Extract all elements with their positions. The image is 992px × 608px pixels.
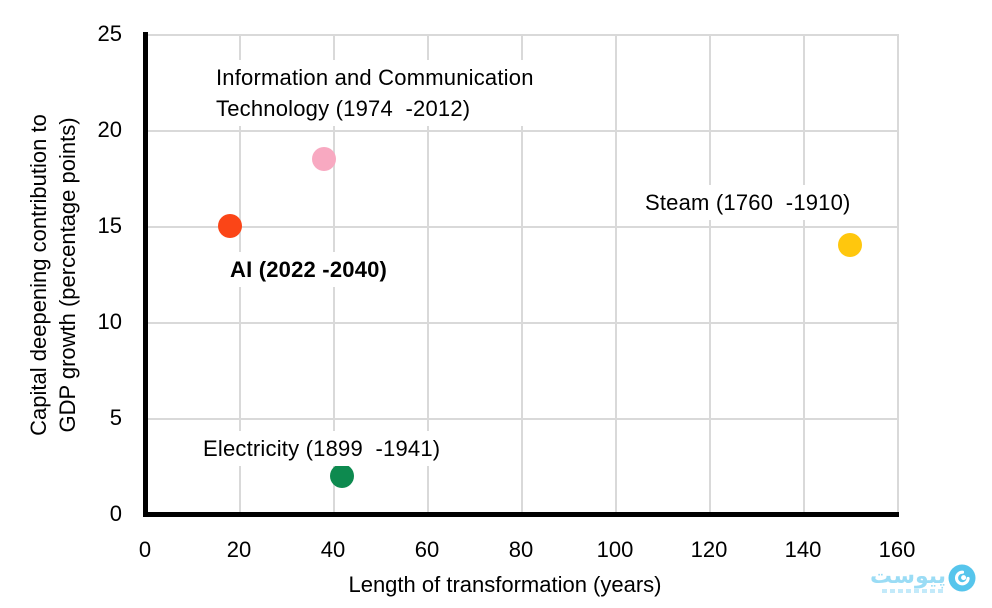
y-tick-label-0: 0 [109,501,122,526]
point-electricity [330,463,355,488]
y-tick-label-25: 25 [97,21,122,46]
y-tick-label-15: 15 [97,213,122,238]
y-tick-label-5: 5 [109,405,122,430]
point-ict [311,146,336,171]
label-steam: Steam (1760 -1910) [639,185,857,220]
x-tick-label-20: 20 [226,537,252,562]
y-axis-title: Capital deepening contribution to GDP gr… [24,55,82,495]
y-axis-title-line1: Capital deepening contribution to [26,114,51,436]
x-tick-label-160: 160 [878,537,916,562]
watermark-text: پیوست [870,563,946,588]
label-ict: Information and Communication Technology… [210,60,540,126]
label-electricity: Electricity (1899 -1941) [197,431,447,466]
watermark-tagline [882,589,945,593]
y-tick-label-20: 20 [97,117,122,142]
x-tick-label-0: 0 [138,537,152,562]
label-ai: AI (2022 -2040) [224,252,394,287]
x-tick-label-60: 60 [414,537,440,562]
peivast-swirl-icon [948,564,976,592]
x-axis-line [143,512,899,517]
x-tick-label-40: 40 [320,537,346,562]
x-tick-label-80: 80 [508,537,534,562]
point-steam [838,233,862,258]
point-ai [217,214,242,238]
y-axis-title-line2: GDP growth (percentage points) [55,117,80,433]
y-tick-label-10: 10 [97,309,122,334]
y-axis-line [143,32,148,517]
x-tick-label-140: 140 [784,537,822,562]
x-tick-label-120: 120 [690,537,728,562]
x-tick-label-100: 100 [596,537,634,562]
watermark: پیوست [870,563,978,599]
x-axis-title: Length of transformation (years) [348,572,662,597]
